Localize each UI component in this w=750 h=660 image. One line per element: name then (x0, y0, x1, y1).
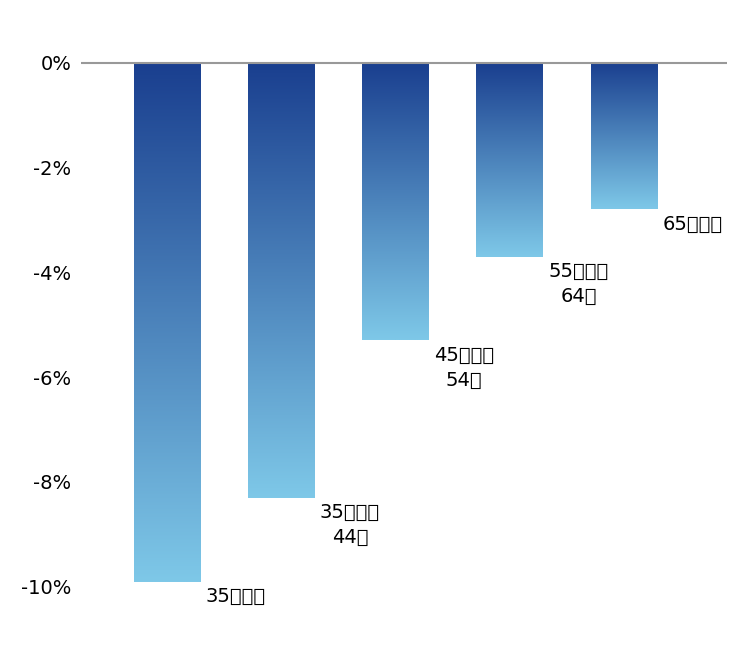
Text: 45歳から
54歳: 45歳から 54歳 (434, 346, 494, 389)
Text: 35歳から
44歳: 35歳から 44歳 (320, 503, 380, 547)
Text: 35歳以下: 35歳以下 (206, 587, 266, 606)
Text: 55歳から
64歳: 55歳から 64歳 (548, 262, 608, 306)
Text: 65歳以上: 65歳以上 (663, 214, 723, 234)
